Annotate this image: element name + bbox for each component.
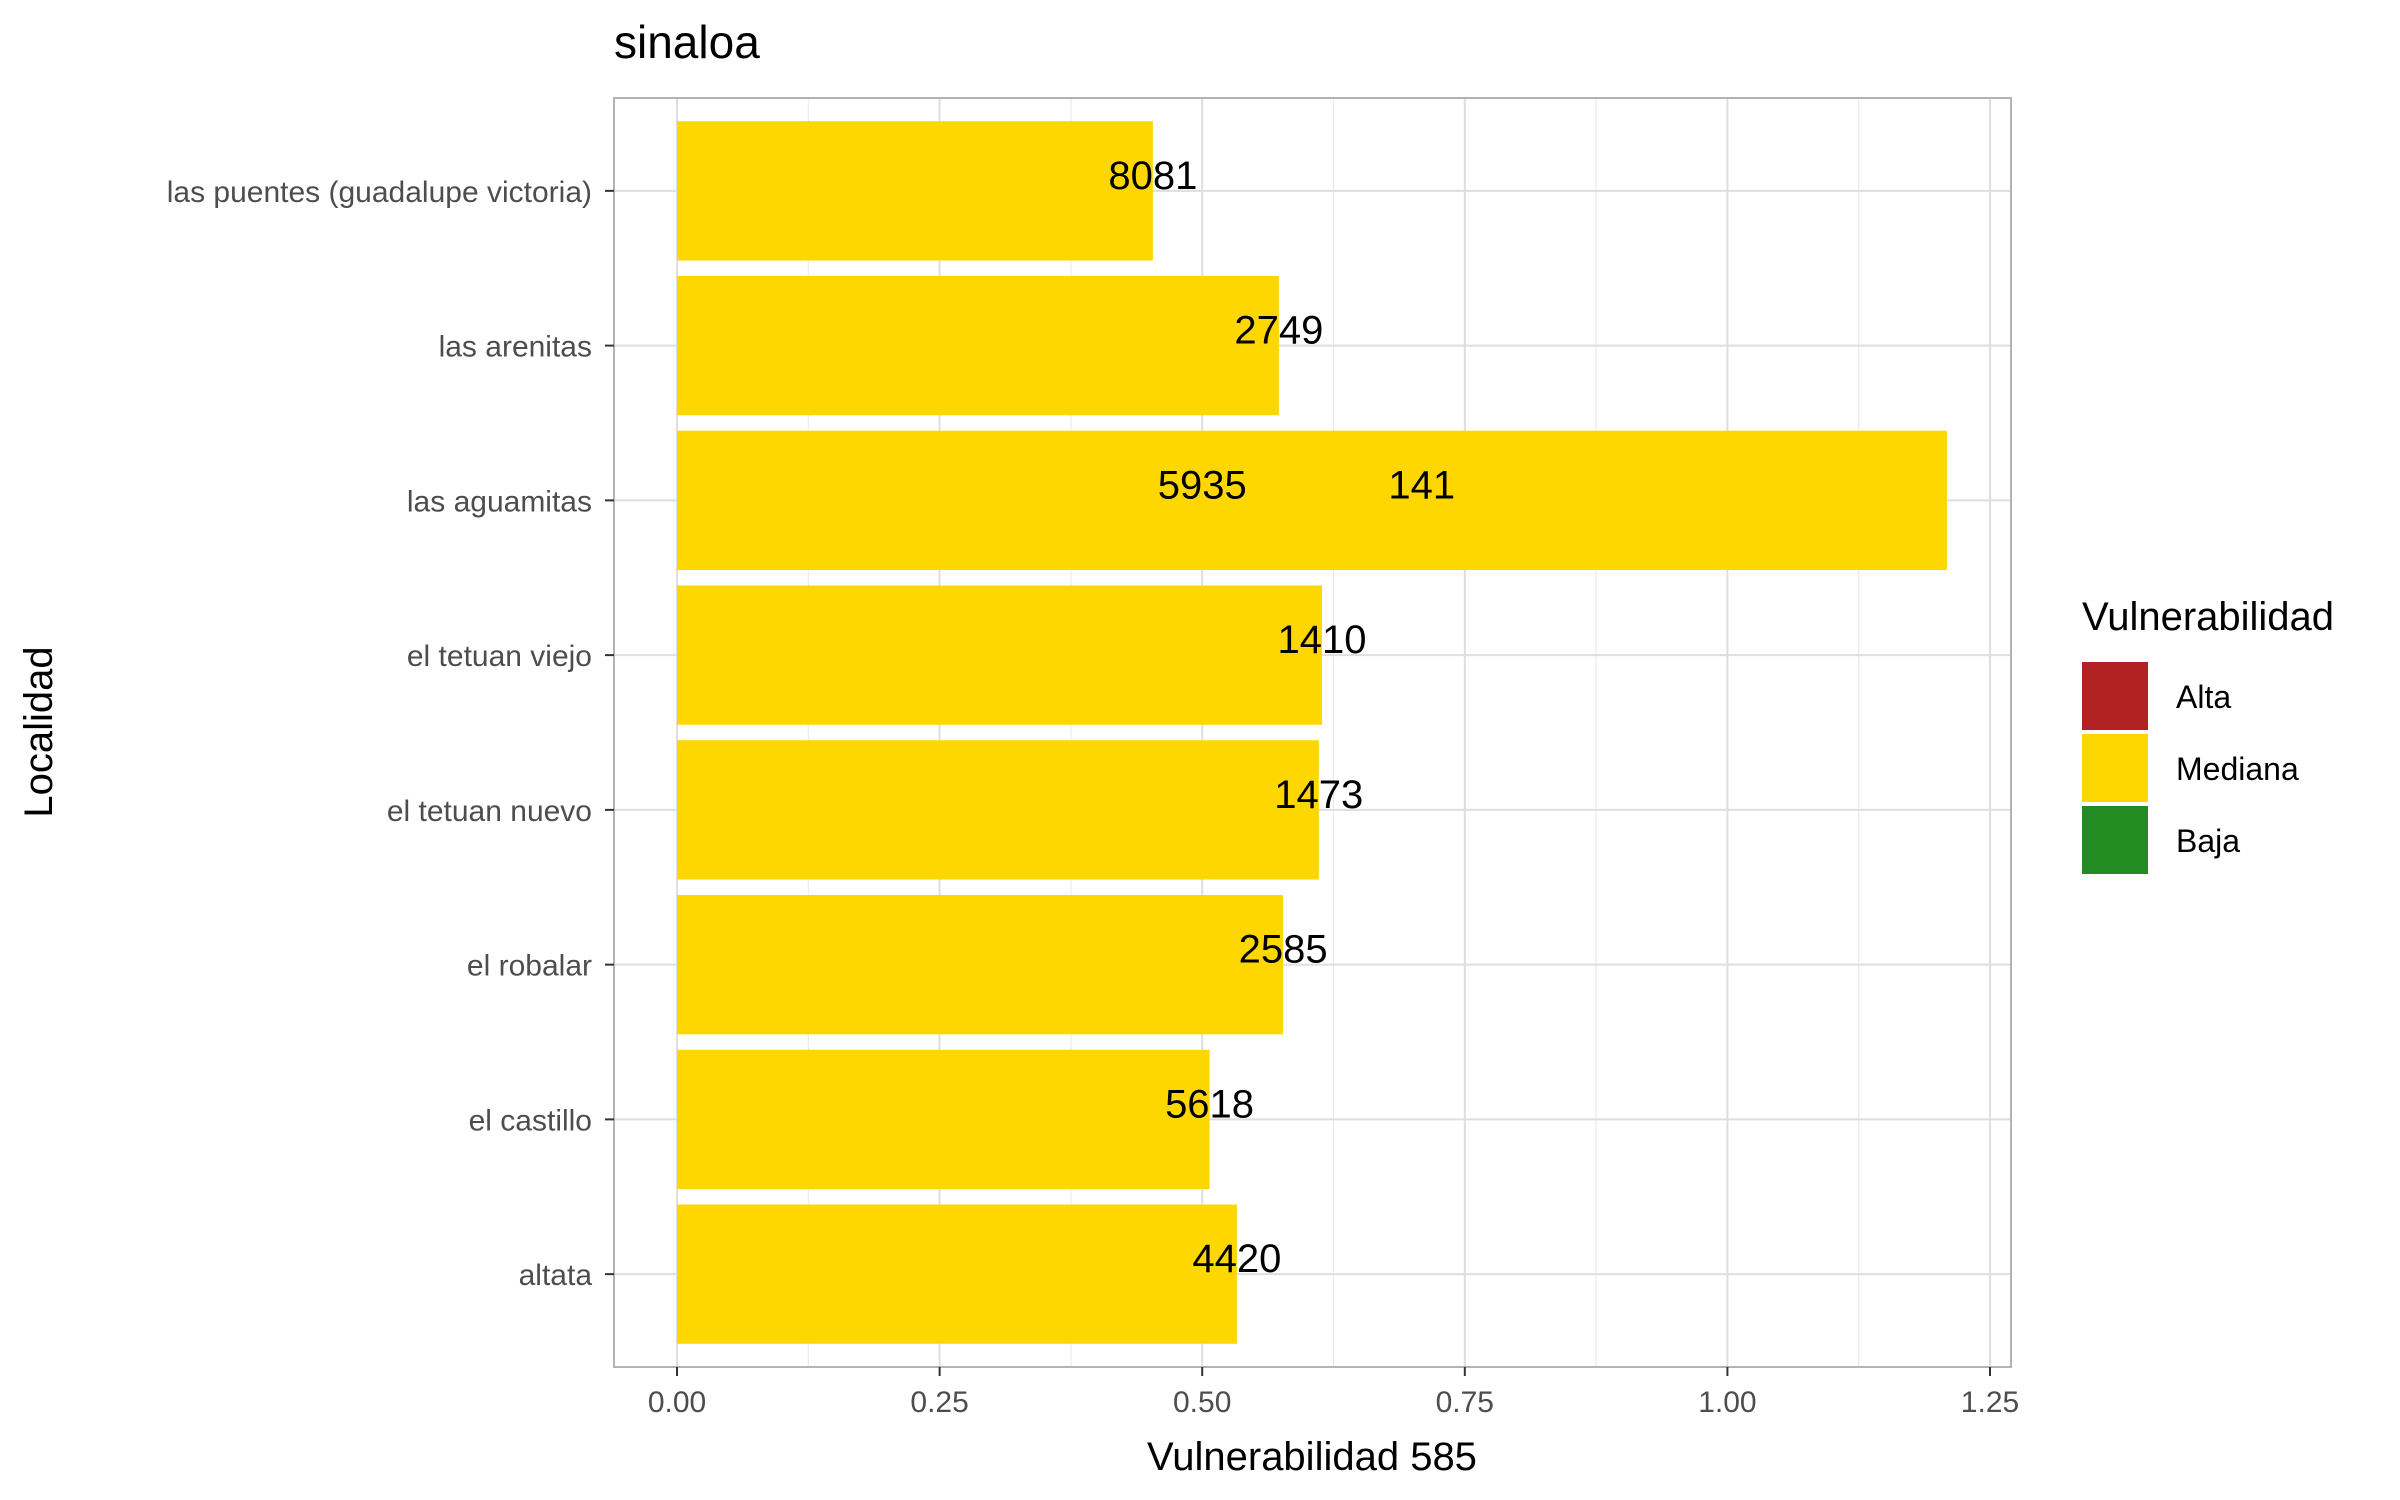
x-tick-label: 1.00 [1698,1386,1756,1419]
data-label: 4420 [1192,1237,1281,1281]
legend-key [2082,662,2148,730]
chart-title: sinaloa [614,16,760,68]
data-label: 1410 [1277,618,1366,662]
bar [677,430,1947,571]
data-label: 5935 [1158,463,1247,507]
legend-key [2082,806,2148,874]
bars [677,121,1947,1344]
data-label: 5618 [1165,1082,1254,1126]
x-tick-label: 0.75 [1436,1386,1494,1419]
x-axis-title: Vulnerabilidad 585 [1147,1435,1477,1479]
y-tick-label: altata [519,1259,593,1292]
data-label: 141 [1388,463,1455,507]
bar-labels: 8081 2749 5935 141 1410 1473 2585 5618 4420 [1108,154,1455,1281]
y-axis-title: Localidad [17,646,61,817]
x-tick-label: 0.50 [1173,1386,1231,1419]
y-tick-label: el tetuan viejo [407,640,592,673]
x-tick-label: 0.00 [648,1386,706,1419]
data-label: 2585 [1239,928,1328,972]
x-tick-label: 1.25 [1961,1386,2019,1419]
legend-label: Mediana [2176,751,2299,787]
bar [677,1049,1210,1190]
bar [677,275,1279,416]
y-axis: las puentes (guadalupe victoria) las aren… [167,176,614,1292]
bar [677,121,1153,261]
bar [677,1204,1237,1344]
legend-label: Baja [2176,823,2240,859]
y-tick-label: el castillo [469,1104,592,1137]
bar [677,894,1284,1035]
data-label: 2749 [1234,309,1323,353]
legend-items: Alta Mediana Baja [2082,662,2299,874]
legend-key [2082,734,2148,802]
data-label: 1473 [1274,773,1363,817]
x-tick-label: 0.25 [910,1386,968,1419]
x-axis: 0.00 0.25 0.50 0.75 1.00 1.25 [648,1367,2019,1419]
y-tick-label: las aguamitas [407,485,592,518]
plot-border [613,97,2012,1368]
y-tick-label: las puentes (guadalupe victoria) [167,176,592,209]
data-label: 8081 [1108,154,1197,198]
y-tick-label: el tetuan nuevo [387,795,592,828]
legend-label: Alta [2176,679,2231,715]
y-tick-label: el robalar [467,950,592,983]
y-tick-label: las arenitas [439,331,592,364]
bar [677,585,1322,725]
plot-area: 8081 2749 5935 141 1410 1473 2585 5618 4420 [613,97,2012,1368]
bar [677,740,1319,880]
legend: Vulnerabilidad Alta Mediana Baja [2082,595,2334,874]
legend-title: Vulnerabilidad [2082,595,2334,639]
